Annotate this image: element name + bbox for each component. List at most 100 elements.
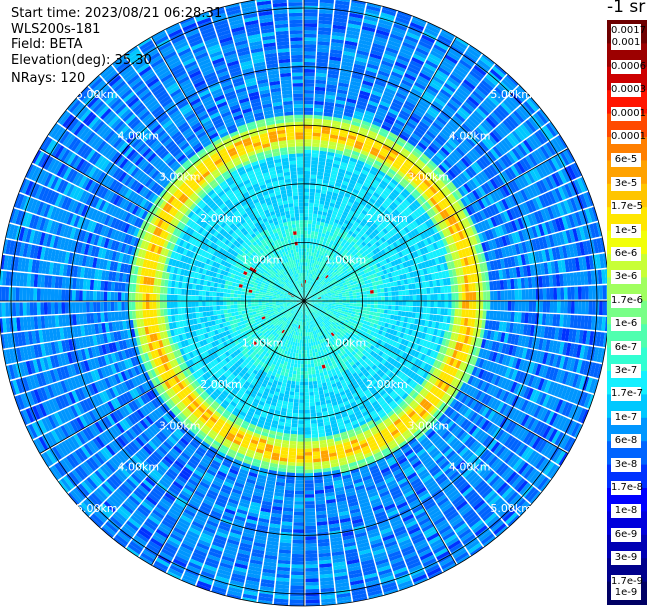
data-cell	[304, 40, 317, 45]
data-cell	[570, 301, 575, 314]
data-cell	[426, 301, 431, 307]
data-cell	[315, 373, 321, 378]
data-cell	[313, 203, 319, 208]
data-cell	[305, 272, 307, 277]
data-cell	[423, 294, 428, 301]
data-cell	[322, 179, 329, 184]
data-cell	[336, 142, 345, 148]
data-cell	[308, 269, 311, 274]
data-cell	[313, 118, 323, 123]
data-cell	[304, 61, 316, 66]
data-cell	[334, 106, 344, 112]
data-cell	[304, 199, 309, 203]
data-cell	[367, 297, 371, 301]
data-cell	[336, 146, 345, 152]
data-cell	[504, 290, 508, 300]
data-cell	[319, 154, 327, 159]
data-cell	[333, 188, 340, 194]
data-cell	[311, 263, 314, 267]
data-cell	[500, 301, 505, 311]
data-cell	[304, 125, 313, 129]
data-cell	[318, 16, 333, 22]
data-cell	[312, 267, 315, 271]
data-cell	[343, 51, 356, 57]
data-cell	[308, 216, 313, 221]
data-cell	[350, 77, 362, 84]
data-cell	[304, 170, 311, 175]
data-cell	[315, 79, 326, 85]
data-cell	[377, 304, 382, 309]
data-cell	[377, 292, 382, 297]
data-cell	[339, 302, 343, 305]
data-cell	[309, 241, 313, 246]
data-cell	[388, 301, 392, 306]
data-cell	[483, 291, 487, 301]
data-cell	[304, 202, 309, 207]
data-cell	[361, 29, 375, 36]
data-cell	[312, 136, 321, 141]
data-cell	[363, 307, 367, 311]
data-cell	[415, 312, 420, 319]
data-cell	[476, 301, 480, 310]
data-cell	[553, 301, 558, 313]
data-cell	[309, 270, 312, 274]
data-cell	[394, 286, 399, 291]
data-cell	[330, 42, 344, 48]
data-cell	[310, 178, 317, 182]
data-cell	[390, 286, 395, 292]
data-cell	[307, 230, 311, 235]
data-cell	[313, 125, 322, 130]
data-cell	[317, 34, 331, 39]
data-cell	[346, 298, 350, 301]
data-cell	[307, 266, 310, 270]
data-cell	[314, 362, 318, 367]
data-cell	[542, 301, 547, 313]
data-cell	[440, 308, 445, 315]
data-cell	[315, 228, 319, 233]
data-cell	[423, 307, 427, 314]
data-cell	[327, 187, 334, 193]
data-cell	[304, 107, 314, 112]
data-cell	[345, 305, 350, 308]
data-cell	[304, 185, 310, 189]
data-cell	[320, 236, 325, 241]
data-cell	[332, 163, 340, 169]
data-cell	[338, 82, 349, 88]
data-cell	[316, 412, 323, 417]
data-cell	[310, 238, 314, 242]
data-cell	[349, 295, 354, 299]
data-cell	[352, 292, 357, 296]
data-cell	[306, 276, 308, 281]
data-cell	[306, 251, 309, 256]
data-cell	[567, 287, 572, 300]
data-cell	[391, 291, 396, 296]
data-cell	[497, 290, 501, 300]
data-cell	[357, 46, 370, 53]
data-cell	[346, 98, 357, 104]
data-cell	[342, 305, 346, 308]
data-cell	[313, 387, 319, 392]
data-cell	[316, 358, 321, 363]
data-cell	[304, 104, 314, 108]
data-cell	[321, 189, 327, 195]
data-cell	[304, 79, 315, 84]
data-cell	[444, 301, 449, 308]
data-cell	[310, 342, 314, 347]
data-cell	[567, 301, 572, 314]
data-cell	[315, 224, 320, 229]
data-cell	[305, 276, 307, 280]
data-cell	[338, 135, 347, 142]
data-cell	[342, 294, 346, 297]
data-cell	[317, 232, 322, 237]
data-cell	[315, 72, 327, 78]
data-cell	[304, 37, 317, 42]
data-cell	[356, 303, 361, 307]
data-cell	[337, 89, 348, 95]
data-cell	[304, 33, 317, 38]
data-cell	[309, 199, 315, 203]
data-cell	[309, 262, 312, 267]
data-cell	[315, 369, 320, 374]
data-cell	[402, 301, 406, 306]
data-cell	[304, 58, 316, 63]
data-cell	[319, 150, 327, 155]
